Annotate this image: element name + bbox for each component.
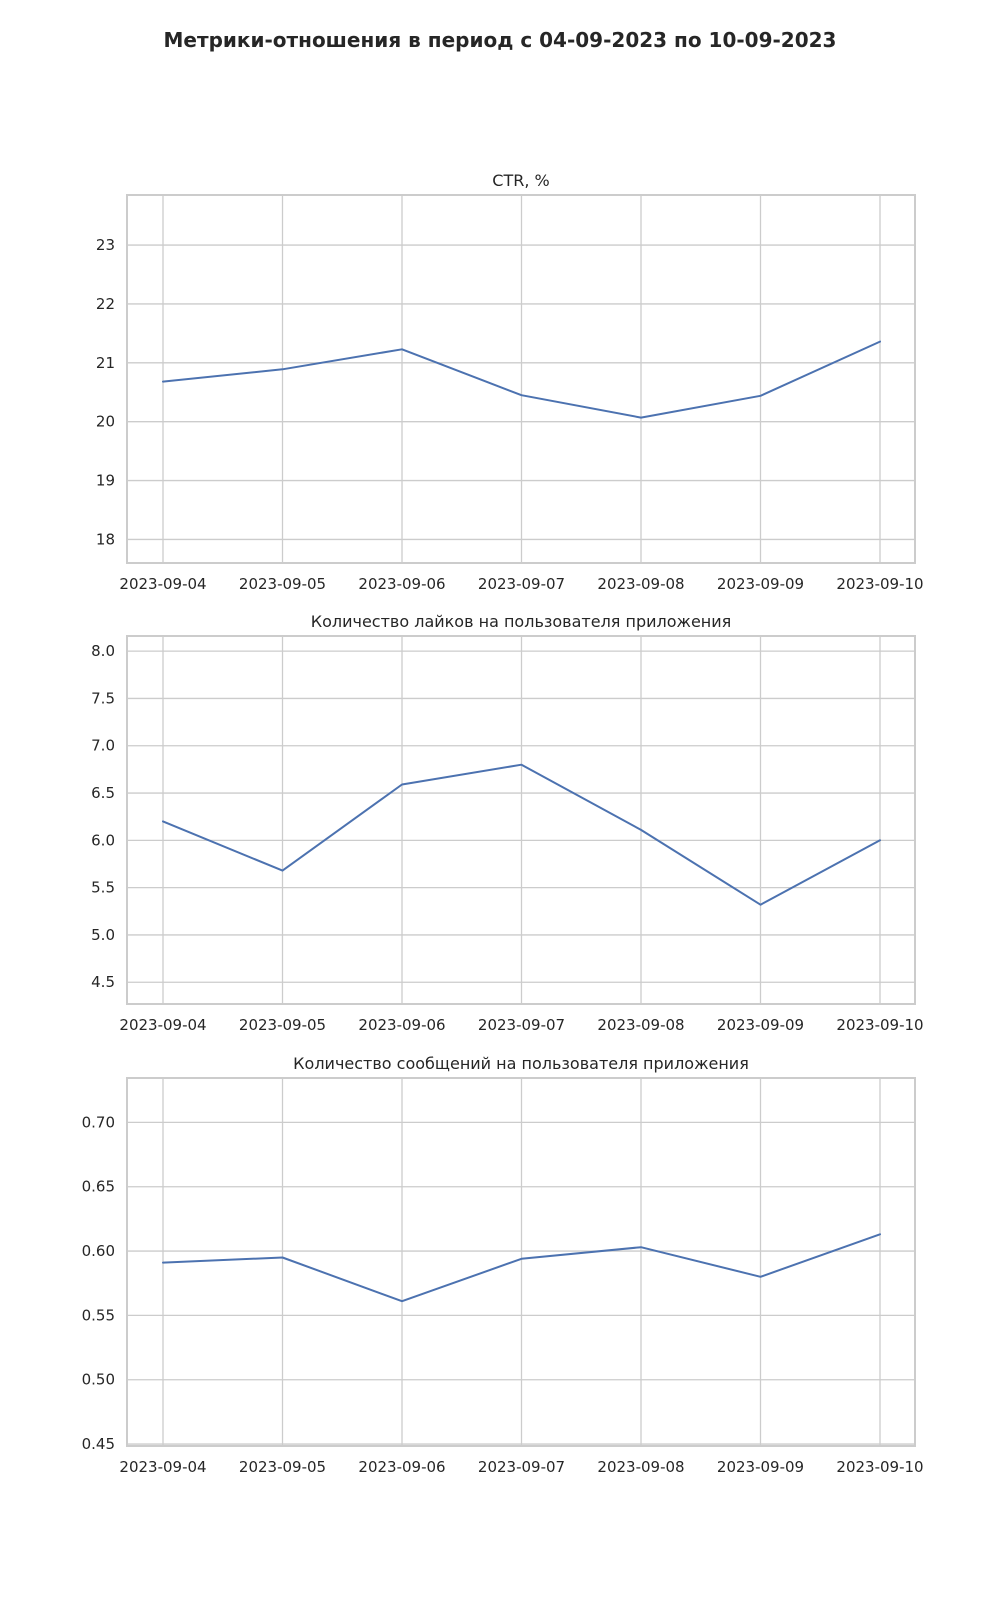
y-tick-label: 8.0	[91, 642, 115, 660]
data-point	[519, 1256, 525, 1262]
data-point	[877, 837, 883, 843]
x-tick-label: 2023-09-05	[239, 1458, 326, 1476]
x-tick-label: 2023-09-07	[478, 575, 565, 593]
data-point	[519, 762, 525, 768]
series-line	[162, 1233, 881, 1303]
chart-panel-3: Количество сообщений на пользователя при…	[82, 1054, 924, 1476]
x-tick-label: 2023-09-04	[119, 1458, 206, 1476]
figure-title: Метрики-отношения в период с 04-09-2023 …	[164, 28, 837, 52]
data-point	[638, 1244, 644, 1250]
data-point	[758, 393, 764, 399]
series-line	[162, 340, 881, 419]
data-point	[280, 366, 286, 372]
data-point	[758, 902, 764, 908]
chart-panels: CTR, % 18 19 20 21 22 23 2023-09-04 2023-09-05 20…	[82, 171, 924, 1476]
data-point	[280, 1254, 286, 1260]
x-tick-label: 2023-09-10	[836, 1016, 923, 1034]
chart-panel-1: CTR, % 18 19 20 21 22 23 2023-09-04 2023-09-05 20…	[96, 171, 924, 593]
chart-title: CTR, %	[492, 171, 549, 190]
x-tick-label: 2023-09-10	[836, 575, 923, 593]
x-tick-label: 2023-09-07	[478, 1458, 565, 1476]
x-tick-label: 2023-09-10	[836, 1458, 923, 1476]
data-point	[877, 1231, 883, 1237]
chart-title: Количество сообщений на пользователя при…	[293, 1054, 749, 1073]
chart-panel-2: Количество лайков на пользователя прилож…	[91, 612, 923, 1034]
y-tick-label: 0.50	[82, 1371, 115, 1389]
data-point	[399, 1298, 405, 1304]
y-tick-label: 7.0	[91, 737, 115, 755]
y-tick-label: 21	[96, 354, 115, 372]
y-tick-label: 7.5	[91, 689, 115, 707]
y-tick-label: 6.0	[91, 831, 115, 849]
axes-frame	[126, 194, 916, 564]
y-tick-label: 0.60	[82, 1242, 115, 1260]
x-tick-label: 2023-09-04	[119, 575, 206, 593]
x-tick-label: 2023-09-04	[119, 1016, 206, 1034]
y-tick-label: 0.55	[82, 1306, 115, 1324]
data-point	[160, 818, 166, 824]
data-point	[758, 1274, 764, 1280]
data-point	[638, 415, 644, 421]
series-line	[162, 763, 881, 906]
x-tick-label: 2023-09-07	[478, 1016, 565, 1034]
y-tick-label: 19	[96, 472, 115, 490]
y-tick-label: 6.5	[91, 784, 115, 802]
data-point	[399, 782, 405, 788]
x-tick-label: 2023-09-09	[717, 575, 804, 593]
x-tick-label: 2023-09-08	[597, 1458, 684, 1476]
data-point	[160, 1260, 166, 1266]
data-point	[280, 868, 286, 874]
x-tick-label: 2023-09-09	[717, 1458, 804, 1476]
y-tick-label: 5.5	[91, 879, 115, 897]
axes-frame	[126, 1077, 916, 1447]
y-tick-label: 0.45	[82, 1435, 115, 1453]
chart-title: Количество лайков на пользователя прилож…	[311, 612, 732, 631]
x-tick-label: 2023-09-05	[239, 1016, 326, 1034]
y-tick-label: 5.0	[91, 926, 115, 944]
y-tick-label: 23	[96, 236, 115, 254]
y-tick-label: 18	[96, 530, 115, 548]
y-tick-label: 22	[96, 295, 115, 313]
x-tick-label: 2023-09-08	[597, 575, 684, 593]
data-point	[638, 827, 644, 833]
data-point	[160, 379, 166, 385]
x-tick-label: 2023-09-08	[597, 1016, 684, 1034]
x-tick-label: 2023-09-09	[717, 1016, 804, 1034]
data-point	[519, 392, 525, 398]
data-point	[399, 346, 405, 352]
data-point	[877, 339, 883, 345]
x-tick-label: 2023-09-06	[358, 1458, 445, 1476]
y-tick-label: 0.70	[82, 1113, 115, 1131]
x-tick-label: 2023-09-05	[239, 575, 326, 593]
x-tick-label: 2023-09-06	[358, 1016, 445, 1034]
y-tick-label: 0.65	[82, 1178, 115, 1196]
axes-frame	[126, 635, 916, 1005]
x-tick-label: 2023-09-06	[358, 575, 445, 593]
y-tick-label: 4.5	[91, 973, 115, 991]
y-tick-label: 20	[96, 413, 115, 431]
